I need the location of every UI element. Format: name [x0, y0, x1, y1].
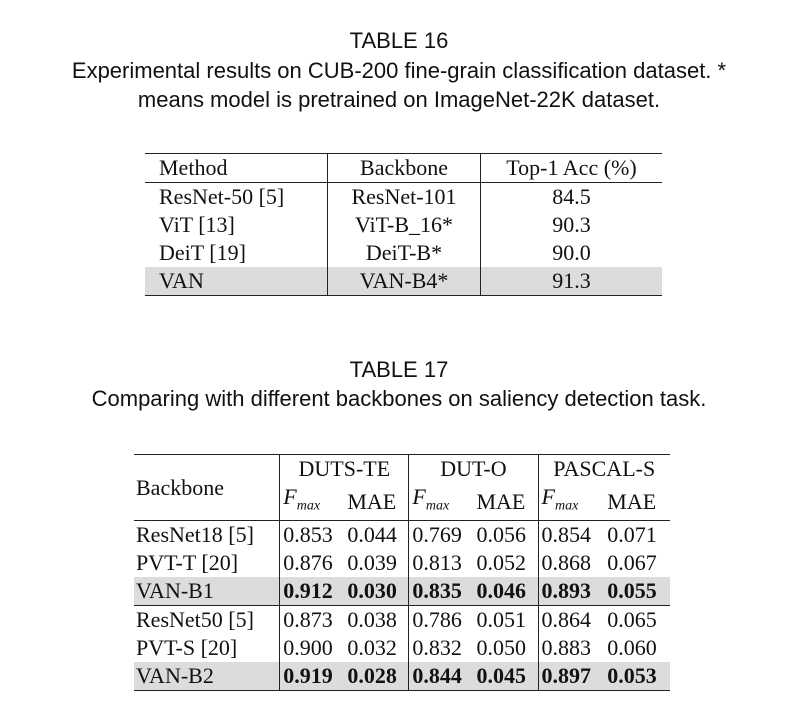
- table17-header-dataset: PASCAL-S: [553, 456, 656, 481]
- table17-cell-best: 0.055: [604, 577, 670, 606]
- table-row-highlighted: VAN-B1 0.912 0.030 0.835 0.046 0.893 0.0…: [134, 577, 670, 606]
- table17-header-dataset: DUTS-TE: [279, 454, 410, 483]
- table-row-highlighted: VAN VAN-B4* 91.3: [145, 267, 662, 296]
- table17-cell: 0.050: [473, 634, 539, 663]
- table17-backbone: PVT-T [20]: [134, 549, 281, 578]
- table17-cell: 0.044: [344, 520, 410, 550]
- table17-header-backbone: Backbone: [134, 454, 281, 522]
- table17-cell-best: 0.893: [538, 577, 605, 606]
- table17-cell: 0.864: [541, 607, 592, 633]
- table17-cell: 0.038: [344, 605, 410, 635]
- table17-cell: 0.813: [412, 550, 462, 576]
- table16-caption-line2: means model is pretrained on ImageNet-22…: [137, 87, 661, 112]
- table16-header-acc: Top-1 Acc (%): [506, 155, 637, 180]
- table17-cell-best: 0.028: [344, 662, 410, 691]
- table17-cell-best: 0.897: [538, 662, 605, 691]
- table16-backbone: ViT-B_16*: [327, 211, 481, 239]
- table16-method: DeiT [19]: [145, 239, 328, 267]
- table17-cell: 0.769: [412, 522, 462, 548]
- table16-header-method: Method: [145, 153, 328, 183]
- table17-header-mae: MAE: [344, 483, 410, 521]
- table17-cell: 0.900: [283, 635, 333, 661]
- table16-caption-line1: Experimental results on CUB-200 fine-gra…: [71, 58, 727, 83]
- table17-cell-best: 0.053: [604, 662, 670, 691]
- table17-cell: 0.854: [541, 522, 592, 548]
- table16-method: ResNet-50 [5]: [145, 182, 328, 211]
- table17-backbone: VAN-B1: [134, 577, 281, 606]
- table17-cell: 0.052: [473, 549, 539, 578]
- table17-cell-best: 0.835: [408, 577, 474, 606]
- table17-header-row-1: Backbone DUTS-TE DUT-O PASCAL-S: [134, 454, 670, 522]
- table-row: ResNet-50 [5] ResNet-101 84.5: [145, 182, 662, 211]
- table17-header-fmax: Fmax: [541, 484, 579, 514]
- table-row: ViT [13] ViT-B_16* 90.3: [145, 211, 662, 239]
- table16-header-backbone: Backbone: [327, 153, 481, 183]
- table17-cell: 0.883: [541, 635, 592, 661]
- table17-backbone: VAN-B2: [134, 662, 281, 691]
- table16-acc: 91.3: [480, 267, 662, 296]
- table17-cell: 0.853: [283, 522, 333, 548]
- table17-cell: 0.876: [283, 550, 333, 576]
- table17-cell: 0.832: [412, 635, 462, 661]
- table16-acc: 90.0: [552, 240, 591, 265]
- table17-cell-best: 0.046: [473, 577, 539, 606]
- table17-backbone: ResNet50 [5]: [134, 605, 281, 635]
- table-row: PVT-S [20] 0.900 0.032 0.832 0.050 0.883…: [134, 634, 670, 663]
- table17-cell-best: 0.844: [408, 662, 474, 691]
- table17-cell-best: 0.030: [344, 577, 410, 606]
- table-row: ResNet18 [5] 0.853 0.044 0.769 0.056 0.8…: [134, 520, 670, 550]
- table-row: PVT-T [20] 0.876 0.039 0.813 0.052 0.868…: [134, 549, 670, 578]
- table16-backbone: VAN-B4*: [327, 267, 481, 296]
- table17-cell: 0.071: [607, 522, 657, 548]
- table17-caption: Comparing with different backbones on sa…: [91, 386, 707, 411]
- table17-cell: 0.065: [607, 607, 657, 633]
- table17-cell: 0.051: [473, 605, 539, 635]
- table17-cell-best: 0.919: [279, 662, 345, 691]
- table17-header-mae: MAE: [473, 483, 539, 521]
- table16-acc: 90.3: [552, 212, 591, 237]
- table16: Method Backbone Top-1 Acc (%) ResNet-50 …: [145, 153, 662, 296]
- table17-cell: 0.873: [283, 607, 333, 633]
- table17-backbone: PVT-S [20]: [134, 634, 281, 663]
- table16-backbone: DeiT-B*: [327, 239, 481, 267]
- table17-title: TABLE 17: [349, 357, 449, 382]
- table-row: DeiT [19] DeiT-B* 90.0: [145, 239, 662, 267]
- table17-cell: 0.039: [344, 549, 410, 578]
- table17: Backbone DUTS-TE DUT-O PASCAL-S Fmax MAE…: [134, 454, 670, 692]
- table16-title: TABLE 16: [349, 28, 449, 53]
- table17-header-fmax: Fmax: [412, 484, 450, 514]
- table17-cell: 0.786: [412, 607, 462, 633]
- table17-cell: 0.032: [344, 634, 410, 663]
- table16-header-row: Method Backbone Top-1 Acc (%): [145, 153, 662, 183]
- table17-cell: 0.060: [607, 635, 657, 661]
- table17-cell: 0.868: [541, 550, 592, 576]
- table16-method: ViT [13]: [145, 211, 328, 239]
- table-row: ResNet50 [5] 0.873 0.038 0.786 0.051 0.8…: [134, 605, 670, 635]
- table17-header-fmax: Fmax: [283, 484, 321, 514]
- table17-header-mae: MAE: [607, 488, 657, 514]
- table16-method: VAN: [145, 267, 328, 296]
- table17-cell-best: 0.912: [279, 577, 345, 606]
- table16-backbone: ResNet-101: [327, 182, 481, 211]
- table17-header-row-2: Fmax MAE Fmax MAE Fmax MAE: [134, 483, 670, 521]
- table17-cell: 0.067: [607, 550, 657, 576]
- table17-header-dataset: DUT-O: [408, 454, 539, 483]
- table17-cell-best: 0.045: [473, 662, 539, 691]
- table16-acc: 84.5: [552, 184, 591, 209]
- table17-cell: 0.056: [473, 520, 539, 550]
- table-row-highlighted: VAN-B2 0.919 0.028 0.844 0.045 0.897 0.0…: [134, 662, 670, 691]
- table17-backbone: ResNet18 [5]: [134, 520, 281, 550]
